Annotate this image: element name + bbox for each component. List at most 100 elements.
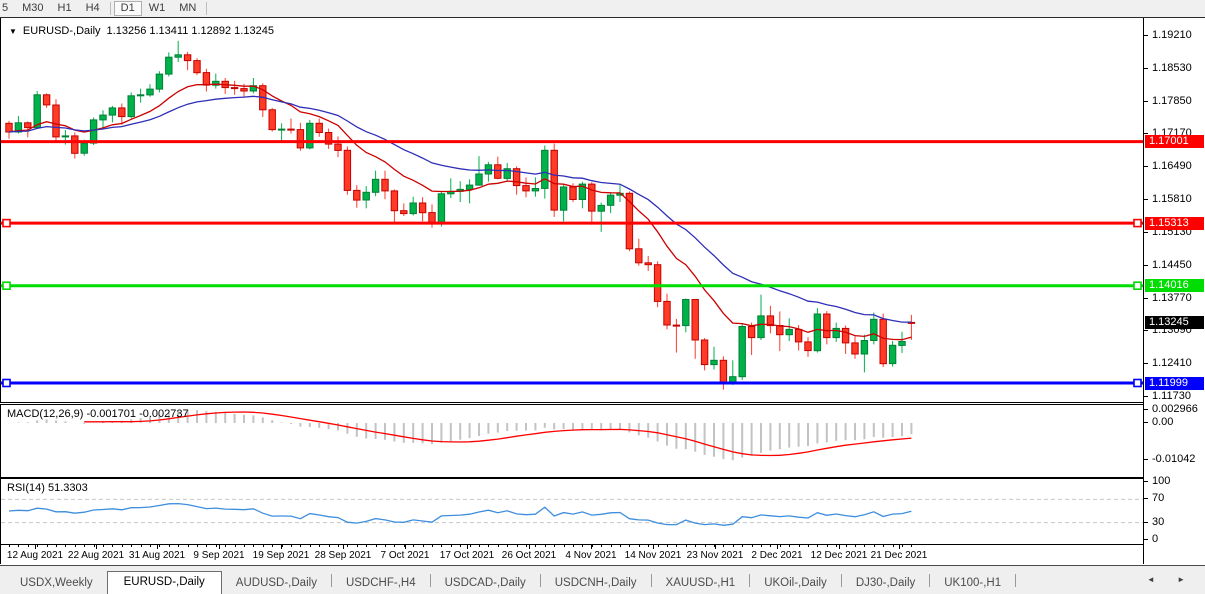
tab-separator [929,574,931,587]
date-major-tick [35,545,36,549]
price-tick-label: 1.18530 [1152,62,1192,74]
tab-dj30-daily[interactable]: DJ30-,Daily [855,577,916,589]
axis-tick [1144,522,1148,523]
tab-separator [749,574,751,587]
date-major-tick [157,545,158,549]
level-handle[interactable] [1133,281,1142,291]
date-minor-tick [159,545,161,547]
level-price-tag: 1.11999 [1145,377,1204,390]
date-label: 9 Sep 2021 [193,550,245,561]
rsi-chart[interactable] [1,479,1143,544]
axis-tick [1144,101,1148,102]
date-minor-tick [328,545,330,547]
date-minor-tick [751,545,753,547]
date-minor-tick [450,545,452,547]
macd-tick-label: 0.002966 [1152,403,1198,415]
date-minor-tick [469,545,471,547]
macd-tick-label: -0.01042 [1152,453,1196,465]
chart-window: ▼ EURUSD-,Daily 1.13256 1.13411 1.12892 … [0,18,1205,565]
timeframe-button-5[interactable]: 5 [2,2,9,14]
axis-tick [1144,68,1148,69]
date-minor-tick [385,545,386,547]
date-minor-tick [638,545,640,547]
date-minor-tick [309,545,311,547]
rsi-indicator-panel[interactable]: RSI(14) 51.3303 [0,478,1144,545]
date-minor-tick [676,545,678,547]
date-minor-tick [74,545,76,547]
price-tick-label: 1.14450 [1152,259,1192,271]
level-handle[interactable] [2,281,11,291]
date-minor-tick [911,545,913,547]
tab-separator [650,574,652,587]
timeframe-button-h1[interactable]: H1 [57,2,72,14]
tab-usdx-weekly[interactable]: USDX,Weekly [20,577,93,589]
level-price-tag: 1.14016 [1145,279,1204,292]
date-minor-tick [488,545,490,547]
date-label: 7 Oct 2021 [380,550,430,561]
date-minor-tick [808,545,809,547]
tab-separator [429,574,431,587]
axis-tick [1144,232,1148,233]
tabs-scroll-left-icon[interactable]: ◄ [1146,575,1165,584]
chart-title: ▼ EURUSD-,Daily 1.13256 1.13411 1.12892 … [9,25,274,37]
tab-usdcad-daily[interactable]: USDCAD-,Daily [444,577,526,589]
date-minor-tick [535,545,537,547]
macd-chart[interactable] [1,405,1143,477]
timeframe-button-mn[interactable]: MN [179,2,197,14]
candlestick-chart[interactable] [1,18,1143,402]
price-axis[interactable]: 1.19210 1.18530 1.17850 1.17170 1.16490 1.158… [1144,18,1205,564]
date-label: 21 Dec 2021 [870,550,928,561]
date-major-tick [839,545,840,549]
tab-uk100-h1[interactable]: UK100-,H1 [944,577,1002,589]
timeframe-button-m30[interactable]: M30 [22,2,44,14]
date-minor-tick [864,545,866,547]
date-minor-tick [714,545,715,547]
timeframe-button-d1[interactable]: D1 [113,1,142,16]
date-minor-tick [685,545,687,547]
rsi-tick-label: 70 [1152,492,1165,504]
date-minor-tick [18,545,20,547]
date-minor-tick [497,545,499,547]
axis-tick [1144,363,1148,364]
axis-tick [1144,409,1148,410]
tab-ukoil-daily[interactable]: UKOil-,Daily [764,577,827,589]
date-label: 28 Sep 2021 [314,550,372,561]
date-label: 26 Oct 2021 [501,550,557,561]
date-minor-tick [516,545,518,547]
date-minor-tick [56,545,57,547]
level-handle[interactable] [1133,378,1142,388]
date-minor-tick [272,545,274,547]
date-minor-tick [112,545,114,547]
date-label: 19 Sep 2021 [252,550,310,561]
date-minor-tick [37,545,39,547]
tab-usdcnh-daily[interactable]: USDCNH-,Daily [554,577,637,589]
date-axis[interactable]: 12 Aug 2021 22 Aug 2021 31 Aug 2021 9 Sep 2… [0,545,1144,564]
level-handle[interactable] [2,218,11,228]
macd-indicator-panel[interactable]: MACD(12,26,9) -0.001701 -0.002737 [0,404,1144,478]
tab-audusd-daily[interactable]: AUDUSD-,Daily [235,577,317,589]
date-minor-tick [84,545,86,547]
date-minor-tick [704,545,706,547]
chart-collapse-icon[interactable]: ▼ [9,26,17,36]
date-minor-tick [366,545,368,547]
level-handle[interactable] [2,378,11,388]
date-major-tick [653,545,654,549]
date-minor-tick [563,545,565,547]
date-minor-tick [422,545,424,547]
level-handle[interactable] [1133,218,1142,228]
axis-tick [1144,265,1148,266]
date-minor-tick [131,545,133,547]
price-chart-panel[interactable]: ▼ EURUSD-,Daily 1.13256 1.13411 1.12892 … [0,18,1144,403]
tabs-scroll-right-icon[interactable]: ► [1177,575,1195,584]
date-minor-tick [65,545,67,547]
date-minor-tick [883,545,885,547]
timeframe-button-h4[interactable]: H4 [85,2,100,14]
date-minor-tick [291,545,292,547]
date-minor-tick [695,545,697,547]
date-minor-tick [789,545,791,547]
axis-tick [1144,481,1148,482]
tab-xauusd-h1[interactable]: XAUUSD-,H1 [665,577,736,589]
timeframe-button-w1[interactable]: W1 [148,2,166,14]
tab-usdchf-h4[interactable]: USDCHF-,H4 [345,577,416,589]
tab-eurusd-daily[interactable]: EURUSD-,Daily [106,571,222,594]
